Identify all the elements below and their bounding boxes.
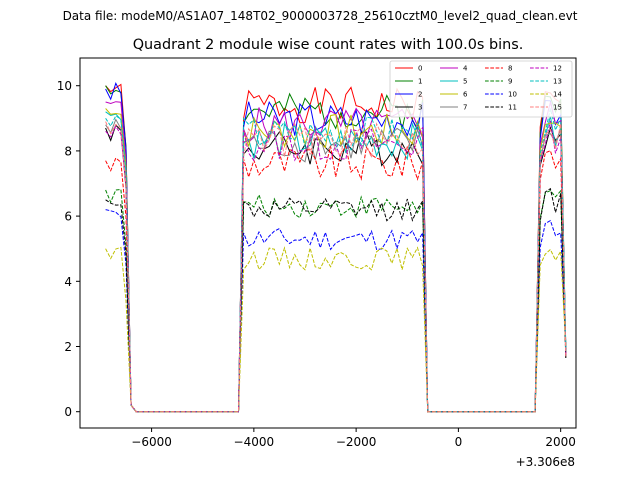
axes-frame	[79, 57, 577, 429]
legend-label-7: 7	[463, 104, 467, 112]
legend-label-12: 12	[553, 65, 562, 73]
legend-label-9: 9	[508, 78, 512, 86]
legend-label-2: 2	[418, 91, 422, 99]
legend-label-1: 1	[418, 78, 422, 86]
legend-label-13: 13	[553, 78, 562, 86]
legend-label-4: 4	[463, 65, 468, 73]
series-line-3	[105, 124, 567, 413]
legend-label-5: 5	[463, 78, 467, 86]
x-tick-label: 2000	[545, 435, 576, 449]
legend-label-11: 11	[508, 104, 517, 112]
series-line-10	[105, 209, 567, 413]
series-line-8	[105, 145, 567, 413]
series-line-9	[105, 188, 567, 413]
chart-title: Quadrant 2 module wise count rates with …	[133, 37, 524, 53]
y-tick-label: 8	[64, 144, 72, 158]
y-axis: 0 2 4 6 8 10	[57, 79, 80, 419]
series-line-14	[105, 246, 567, 413]
series-line-6	[105, 108, 567, 413]
legend-label-10: 10	[508, 91, 517, 99]
series-line-12	[105, 120, 567, 413]
y-tick-label: 2	[64, 340, 72, 354]
x-axis: −6000 −4000 −2000 0 2000	[131, 428, 576, 449]
legend-label-14: 14	[553, 91, 562, 99]
legend-label-0: 0	[418, 65, 422, 73]
series-line-15	[105, 121, 567, 413]
legend-label-15: 15	[553, 104, 562, 112]
legend-label-3: 3	[418, 104, 422, 112]
y-tick-label: 6	[64, 210, 72, 224]
x-tick-label: −2000	[336, 435, 377, 449]
legend-label-8: 8	[508, 65, 512, 73]
x-offset-label: +3.306e8	[516, 455, 575, 469]
legend-label-6: 6	[463, 91, 468, 99]
y-tick-label: 4	[64, 275, 72, 289]
x-tick-label: −4000	[234, 435, 275, 449]
legend-box	[389, 60, 573, 118]
x-tick-label: −6000	[131, 435, 172, 449]
series-line-13	[105, 108, 567, 413]
series-group	[105, 81, 567, 413]
figure-suptitle: Data file: modeM0/AS1A07_148T02_90000037…	[63, 9, 578, 23]
y-tick-label: 0	[64, 405, 72, 419]
y-tick-label: 10	[57, 79, 72, 93]
x-tick-label: 0	[455, 435, 463, 449]
